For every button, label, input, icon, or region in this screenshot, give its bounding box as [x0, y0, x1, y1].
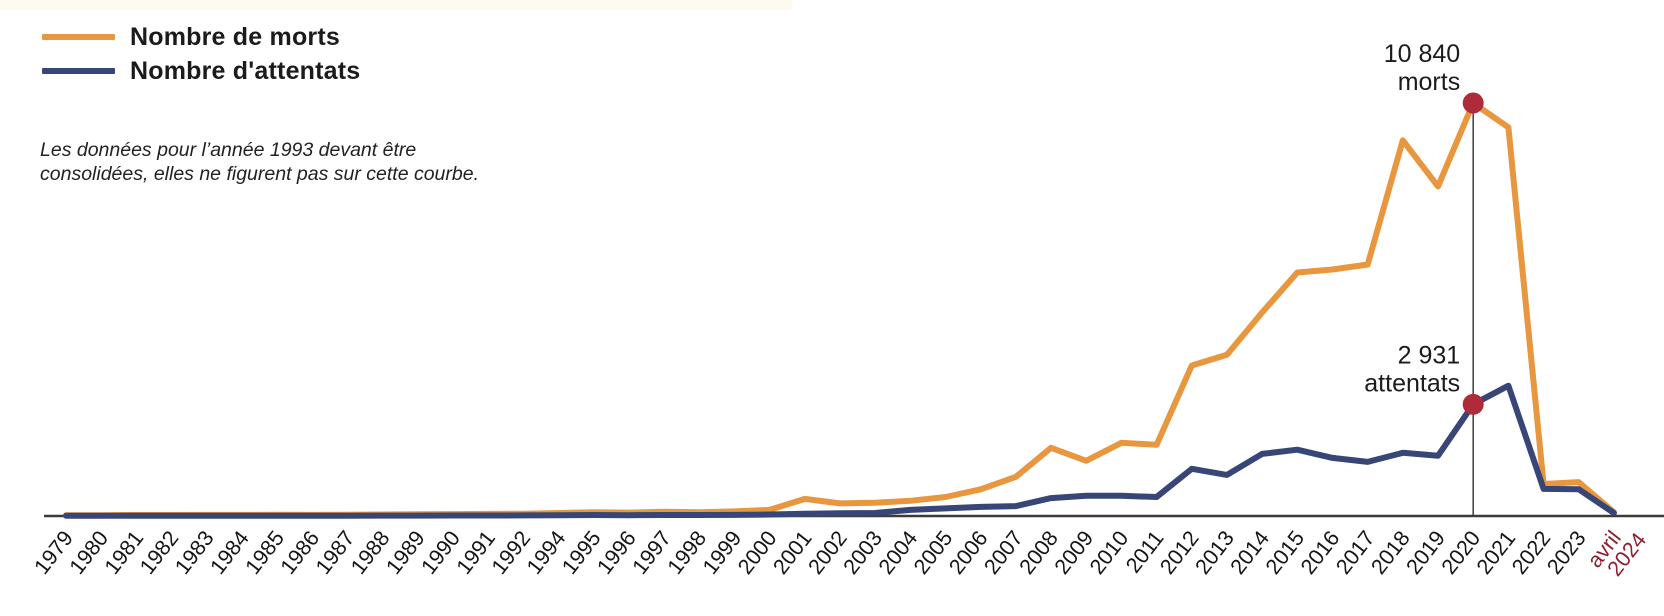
x-tick-label: 1995: [557, 526, 605, 578]
x-tick-label: 2001: [768, 526, 816, 578]
x-tick-label: 2022: [1507, 526, 1555, 578]
x-tick-label: 2023: [1542, 526, 1590, 578]
x-tick-label: 2018: [1366, 526, 1414, 578]
x-tick-label: 2009: [1050, 526, 1098, 578]
annotation-morts-unit: morts: [1398, 68, 1461, 96]
x-tick-label: 2005: [909, 526, 957, 578]
x-tick-label: 1985: [241, 526, 289, 578]
legend: Nombre de morts Nombre d'attentats: [42, 20, 360, 88]
x-tick-label: 2019: [1402, 526, 1450, 578]
x-tick-label: 1986: [276, 526, 324, 578]
x-tick-label: 1987: [311, 526, 359, 578]
x-tick-label: 2006: [944, 526, 992, 578]
x-tick-label: 2007: [979, 526, 1027, 578]
x-tick-label: 2003: [839, 526, 887, 578]
x-tick-label: 1996: [592, 526, 640, 578]
legend-item-morts: Nombre de morts: [42, 20, 360, 54]
x-tick-label: 2016: [1296, 526, 1344, 578]
x-tick-label: 1997: [628, 526, 676, 578]
x-tick-label: 2012: [1155, 526, 1203, 578]
legend-label-morts: Nombre de morts: [130, 22, 340, 51]
annotation-attentats-value: 2 931: [1398, 341, 1461, 369]
legend-label-attentats: Nombre d'attentats: [130, 56, 361, 85]
x-tick-label: avril2024: [1583, 515, 1651, 585]
x-tick-label: 1990: [417, 526, 465, 578]
x-tick-label: 2017: [1331, 526, 1379, 578]
x-tick-label: 1992: [487, 526, 535, 578]
marker-dot-attentats: [1462, 393, 1484, 415]
legend-line-morts-swatch: [42, 34, 115, 40]
x-tick-label: 2015: [1261, 526, 1309, 578]
x-tick-label: 1994: [522, 526, 570, 578]
legend-line-attentats-swatch: [42, 68, 115, 74]
legend-item-attentats: Nombre d'attentats: [42, 54, 360, 88]
series-line-attentats: [63, 382, 1617, 519]
annotation-attentats-unit: attentats: [1364, 369, 1460, 397]
x-tick-label: 1979: [30, 526, 78, 578]
x-tick-label: 2013: [1191, 526, 1239, 578]
marker-dot-morts: [1462, 92, 1484, 114]
x-tick-label: 1989: [381, 526, 429, 578]
x-tick-label: 2010: [1085, 526, 1133, 578]
x-tick-label: 1984: [205, 526, 253, 578]
x-tick-label: 2002: [804, 526, 852, 578]
x-tick-label: 1980: [65, 526, 113, 578]
x-tick-label: 1998: [663, 526, 711, 578]
x-tick-label: 1983: [170, 526, 218, 578]
annotation-morts-value: 10 840: [1384, 40, 1460, 68]
x-tick-label: 2021: [1472, 526, 1520, 578]
x-tick-label: 2020: [1437, 526, 1485, 578]
x-tick-label: 1981: [100, 526, 148, 578]
footnote-1993: Les données pour l’année 1993 devant êtr…: [40, 139, 480, 186]
x-tick-label: 1982: [135, 526, 183, 578]
x-tick-label: 2008: [1015, 526, 1063, 578]
top-banner-remnant: [0, 0, 792, 10]
series-line-morts: [63, 100, 1617, 519]
x-tick-label: 2000: [733, 526, 781, 578]
x-tick-label: 2004: [874, 526, 922, 578]
x-tick-label: 1991: [452, 526, 500, 578]
x-tick-label: 2014: [1226, 526, 1274, 578]
x-tick-label: 1988: [346, 526, 394, 578]
x-tick-label: 1999: [698, 526, 746, 578]
